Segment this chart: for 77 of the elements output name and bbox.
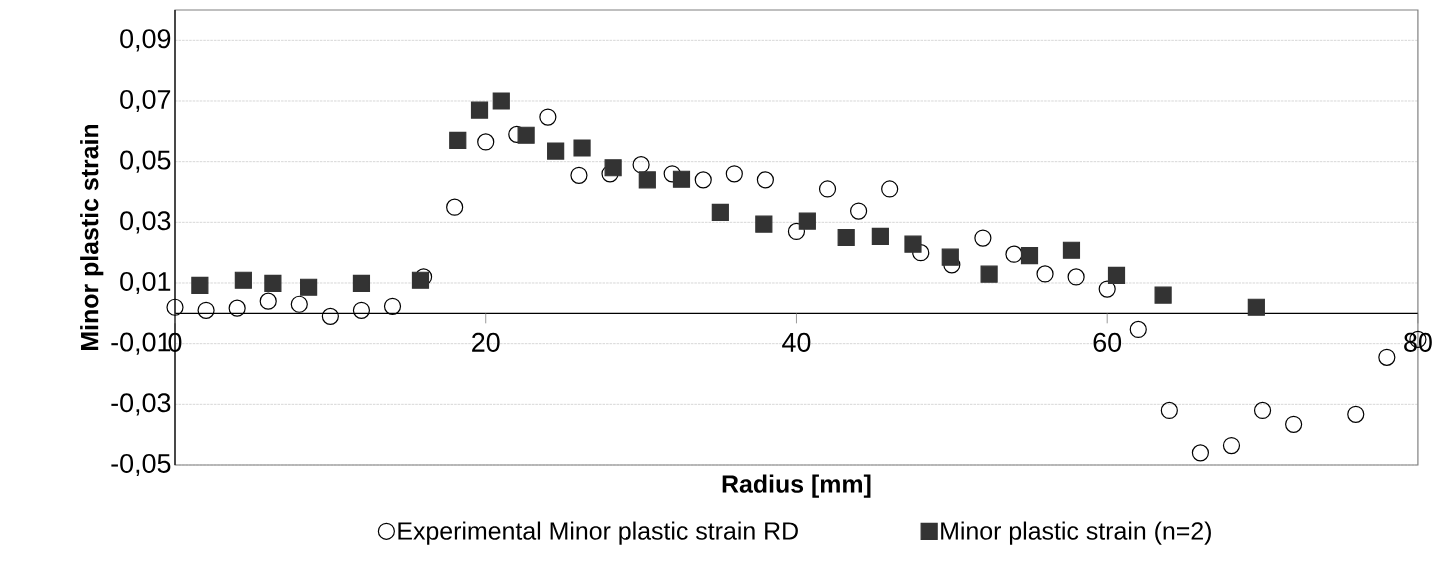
point: [1285, 415, 1303, 433]
point: [352, 301, 371, 319]
y-tick-label: -0,03: [111, 393, 171, 416]
point: [1098, 280, 1116, 298]
point: [539, 108, 557, 126]
point: [604, 159, 622, 177]
x-tick-label: 20: [472, 332, 500, 352]
x-tick-label: 40: [782, 332, 811, 352]
x-tick-label: 60: [1093, 332, 1122, 352]
y-tick-label: 0,09: [120, 29, 171, 52]
y-tick-label: 0,03: [120, 211, 171, 234]
y-tick-label: 0,01: [120, 271, 171, 295]
y-tick-label: 0,05: [120, 150, 171, 173]
point: [850, 202, 868, 220]
y-axis-title: Minor plastic strain: [80, 124, 104, 350]
point: [1036, 265, 1054, 283]
point: [1191, 444, 1210, 462]
point: [881, 180, 899, 198]
point: [756, 171, 774, 189]
x-axis-title: Radius [mm]: [722, 474, 871, 498]
point: [980, 265, 998, 283]
y-tick-label: 0,07: [120, 89, 171, 113]
point: [974, 229, 992, 247]
point: [694, 171, 712, 189]
point: [166, 298, 184, 316]
point: [1247, 298, 1265, 316]
point: [1129, 320, 1147, 339]
point: [725, 165, 743, 183]
point: [264, 274, 282, 292]
point: [672, 170, 691, 188]
point: [1154, 286, 1172, 304]
point: [259, 292, 277, 310]
point: [446, 198, 464, 216]
point: [300, 278, 318, 296]
point: [711, 203, 729, 221]
point: [1005, 245, 1023, 263]
point: [1107, 266, 1126, 285]
point: [197, 301, 215, 319]
point: [798, 212, 816, 230]
point: [1253, 401, 1272, 419]
point: [517, 126, 535, 144]
point: [941, 248, 959, 266]
point: [601, 165, 619, 183]
point: [234, 271, 252, 289]
point: [573, 139, 591, 157]
point: [1160, 401, 1178, 419]
point: [477, 133, 495, 151]
point: [1067, 268, 1085, 286]
legend-label: Minor plastic strain (n=2): [941, 521, 1211, 545]
point: [755, 215, 773, 233]
point: [1378, 348, 1396, 366]
point: [638, 171, 656, 189]
point: [1222, 436, 1241, 455]
point: [912, 244, 930, 262]
point: [321, 307, 339, 325]
point: [492, 92, 510, 110]
point: [228, 299, 246, 317]
point: [191, 276, 209, 295]
point: [570, 166, 588, 184]
point: [871, 227, 889, 245]
point: [818, 180, 837, 198]
point: [1020, 247, 1039, 265]
point: [290, 295, 308, 313]
point: [449, 131, 467, 150]
point: [547, 142, 565, 160]
point: [632, 156, 650, 174]
point: [837, 228, 855, 247]
legend-label: Experimental Minor plastic strain RD: [398, 521, 798, 545]
y-tick-label: -0,05: [111, 453, 171, 477]
point: [1062, 241, 1081, 259]
point: [352, 274, 371, 292]
point: [787, 222, 806, 241]
point: [663, 165, 681, 183]
point: [470, 101, 489, 119]
point: [1347, 405, 1365, 423]
point: [904, 235, 922, 253]
point: [383, 297, 402, 315]
